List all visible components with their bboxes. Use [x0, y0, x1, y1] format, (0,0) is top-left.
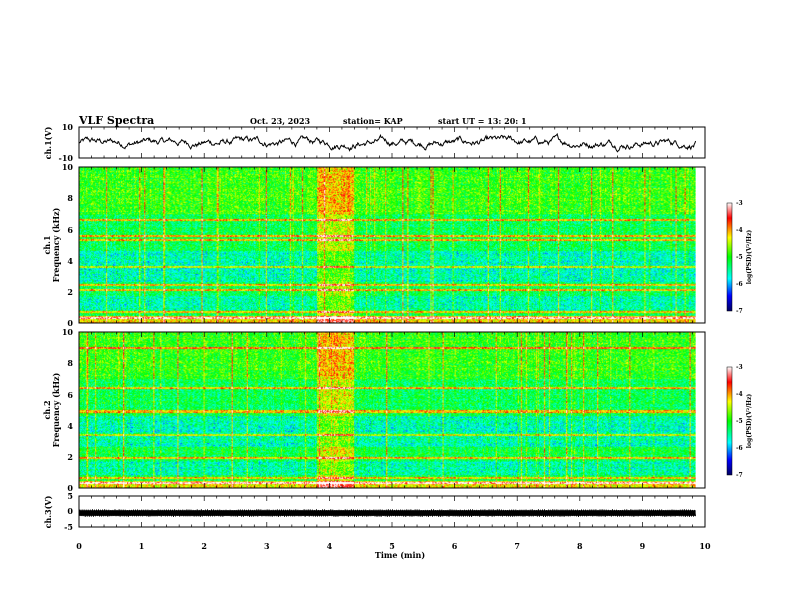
time-tick-3: 3 [264, 541, 270, 551]
ch1-spectrogram-ylabel-freq: Frequency (kHz) [51, 207, 61, 282]
ch1-freq-tick-6: 6 [67, 225, 73, 235]
start-time-label: start UT = 13: 20: 1 [438, 116, 527, 126]
ch2-freq-tick-2: 2 [67, 452, 73, 462]
ch2-colorbar-tick-m4: -4 [736, 391, 743, 398]
ch1-colorbar-label: log(PSD)(V²/Hz) [746, 230, 753, 285]
ch1-waveform-ylabel: ch.1(V) [43, 126, 53, 159]
ch2-freq-tick-0: 0 [67, 483, 73, 493]
ch2-spectrogram-ylabel-channel: ch.2 [42, 400, 52, 419]
ch3-waveform-line [78, 509, 696, 517]
time-axis-label: Time (min) [375, 550, 425, 560]
ch1-freq-tick-2: 2 [67, 287, 73, 297]
ch2-colorbar-tick-m3: -3 [736, 364, 743, 371]
ch1-spectrogram-image [79, 167, 696, 323]
figure-title: VLF Spectra [78, 114, 154, 127]
time-tick-8: 8 [577, 541, 583, 551]
time-tick-9: 9 [640, 541, 646, 551]
ch1-freq-tick-10: 10 [62, 162, 74, 172]
ch2-colorbar-label: log(PSD)(V²/Hz) [746, 394, 753, 449]
time-tick-2: 2 [201, 541, 207, 551]
ch3-ytick-top: 5 [67, 491, 73, 501]
ch1-colorbar-tick-m4: -4 [736, 227, 743, 234]
ch3-waveform-ylabel: ch.3(V) [43, 495, 53, 528]
ch2-freq-tick-8: 8 [67, 358, 73, 368]
time-tick-1: 1 [139, 541, 145, 551]
time-tick-7: 7 [514, 541, 520, 551]
ch3-ytick-bottom: -5 [64, 522, 73, 532]
time-tick-4: 4 [327, 541, 333, 551]
ch1-freq-tick-4: 4 [67, 256, 73, 266]
ch2-freq-tick-6: 6 [67, 390, 73, 400]
ch1-freq-tick-0: 0 [67, 318, 73, 328]
ch1-waveform-panel: 10 -10 ch.1(V) [43, 122, 706, 163]
ch2-colorbar-tick-m5: -5 [736, 418, 743, 425]
date-label: Oct. 23, 2023 [250, 116, 311, 126]
ch1-colorbar-tick-m5: -5 [736, 254, 743, 261]
ch1-ytick-bottom: -10 [59, 153, 74, 163]
time-axis: 0 1 2 3 4 5 6 7 8 9 10 Time (min) [76, 541, 711, 560]
ch1-waveform-ticks [78, 127, 706, 158]
time-tick-0: 0 [76, 541, 82, 551]
ch2-colorbar [726, 366, 733, 476]
ch1-colorbar-tick-m7: -7 [736, 308, 743, 315]
ch1-colorbar-tick-m6: -6 [736, 281, 743, 288]
ch1-spectrogram-ylabel-channel: ch.1 [42, 235, 52, 254]
ch2-freq-tick-4: 4 [67, 421, 73, 431]
ch1-freq-tick-8: 8 [67, 193, 73, 203]
ch3-waveform-panel: 5 0 -5 ch.3(V) [43, 491, 706, 532]
time-tick-5: 5 [389, 541, 395, 551]
ch2-spectrogram-ylabel-freq: Frequency (kHz) [51, 372, 61, 447]
ch1-spectrogram-panel: 0 2 4 6 8 10 ch.1 Frequency (kHz) -3 -4 … [42, 162, 753, 328]
ch1-spectrogram-ticks [78, 167, 706, 323]
station-label: station= KAP [343, 116, 403, 126]
ch2-freq-tick-10: 10 [62, 327, 74, 337]
ch1-colorbar [726, 202, 733, 312]
ch2-spectrogram-ticks [78, 332, 706, 488]
ch2-spectrogram-image [79, 332, 696, 488]
ch3-ytick-mid: 0 [67, 506, 73, 516]
time-tick-10: 10 [699, 541, 711, 551]
ch1-waveform-frame [78, 126, 706, 159]
ch1-colorbar-tick-m3: -3 [736, 200, 743, 207]
ch3-waveform-band [79, 510, 696, 516]
time-tick-6: 6 [452, 541, 458, 551]
ch2-spectrogram-panel: 0 2 4 6 8 10 ch.2 Frequency (kHz) -3 -4 … [42, 327, 753, 493]
ch3-waveform-ticks [78, 496, 706, 527]
ch2-colorbar-tick-m6: -6 [736, 445, 743, 452]
ch2-colorbar-tick-m7: -7 [736, 472, 743, 479]
ch1-waveform-line [78, 132, 697, 153]
ch1-ytick-top: 10 [62, 122, 74, 132]
